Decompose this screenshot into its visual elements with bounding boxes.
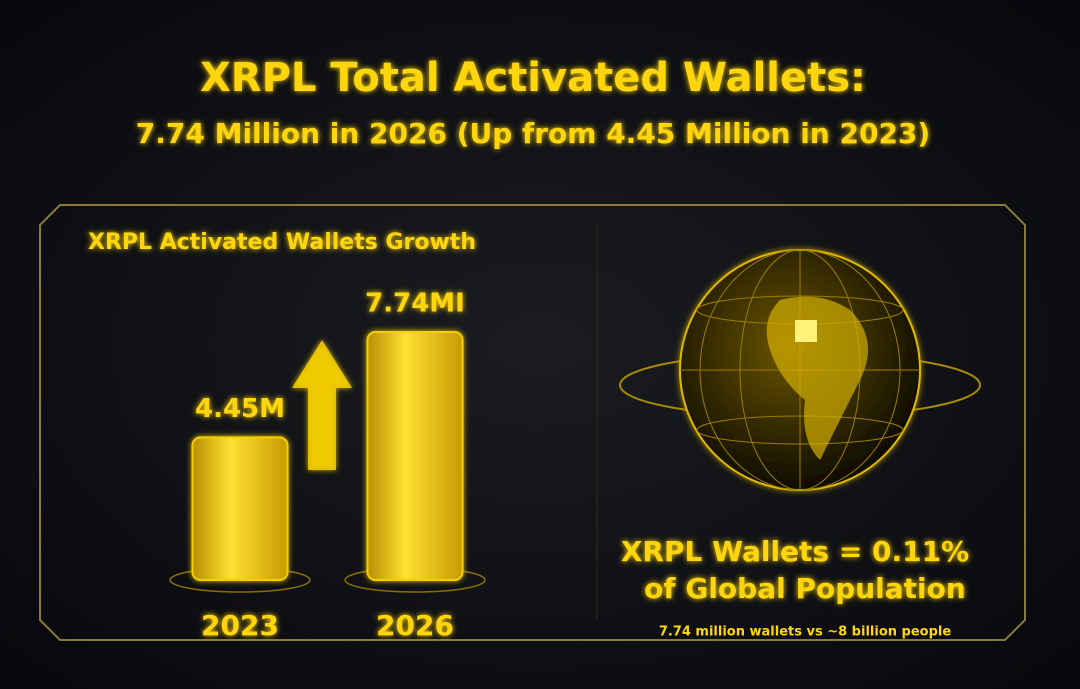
chart-title: XRPL Activated Wallets Growth [88, 230, 476, 255]
annotation-note: 7.74 million wallets vs ~8 billion peopl… [659, 625, 952, 640]
panel-frame [39, 204, 1026, 641]
annotation: XRPL Wallets = 0.11% [621, 535, 969, 568]
globe [619, 249, 981, 491]
annotation: of Global Population [644, 572, 966, 605]
x-tick-label: 2026 [376, 609, 454, 642]
x-tick-label: 2023 [201, 609, 279, 642]
value-label: 7.74MI [365, 289, 465, 319]
growth-arrow [292, 340, 352, 470]
bar [191, 436, 289, 581]
subtitle: 7.74 Million in 2026 (Up from 4.45 Milli… [136, 117, 930, 150]
bar [366, 331, 464, 581]
title: XRPL Total Activated Wallets: [200, 55, 866, 101]
value-label: 4.45M [195, 394, 285, 424]
